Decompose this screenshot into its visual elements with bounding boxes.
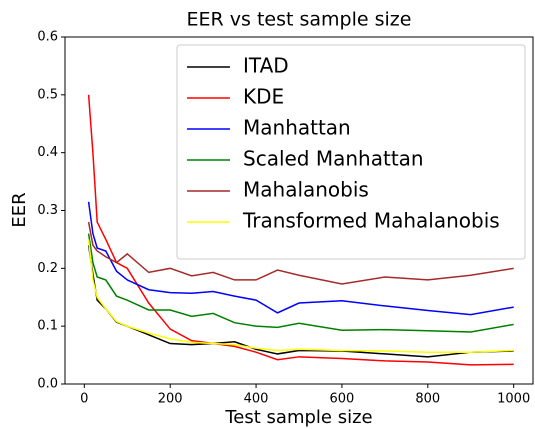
y-tick-label: 0.2: [37, 261, 58, 276]
y-tick-label: 0.3: [37, 203, 58, 218]
y-tick-label: 0.4: [37, 145, 58, 160]
y-tick-label: 0.0: [37, 377, 58, 392]
series-line: [87, 221, 514, 285]
x-tick-label: 1000: [497, 392, 530, 407]
y-tick-label: 0.5: [37, 87, 58, 102]
legend-label: Mahalanobis: [243, 178, 369, 202]
x-tick-label: 800: [415, 392, 440, 407]
x-tick-label: 400: [244, 392, 269, 407]
legend: ITAD KDE Manhattan Scaled Manhattan Mahalano…: [176, 44, 526, 260]
chart-title: EER vs test sample size: [187, 9, 412, 31]
series-line: [87, 233, 514, 333]
y-tick-label: 0.6: [37, 30, 58, 45]
y-axis-label: EER: [9, 192, 30, 227]
x-tick-label: 600: [330, 392, 355, 407]
x-tick-label: 200: [158, 392, 183, 407]
series-line: [87, 201, 514, 316]
x-axis-label: Test sample size: [224, 407, 372, 428]
series-line: [87, 239, 514, 353]
plot-frame: [64, 36, 534, 385]
legend-label: KDE: [243, 85, 284, 109]
x-tick-label: 0: [80, 392, 88, 407]
legend-label: Transformed Mahalanobis: [242, 209, 500, 233]
legend-box: [176, 44, 526, 260]
legend-label: Manhattan: [243, 116, 351, 140]
legend-label: Scaled Manhattan: [243, 147, 424, 171]
y-tick-label: 0.1: [37, 319, 58, 334]
series-line: [87, 245, 514, 358]
legend-label: ITAD: [243, 54, 289, 78]
